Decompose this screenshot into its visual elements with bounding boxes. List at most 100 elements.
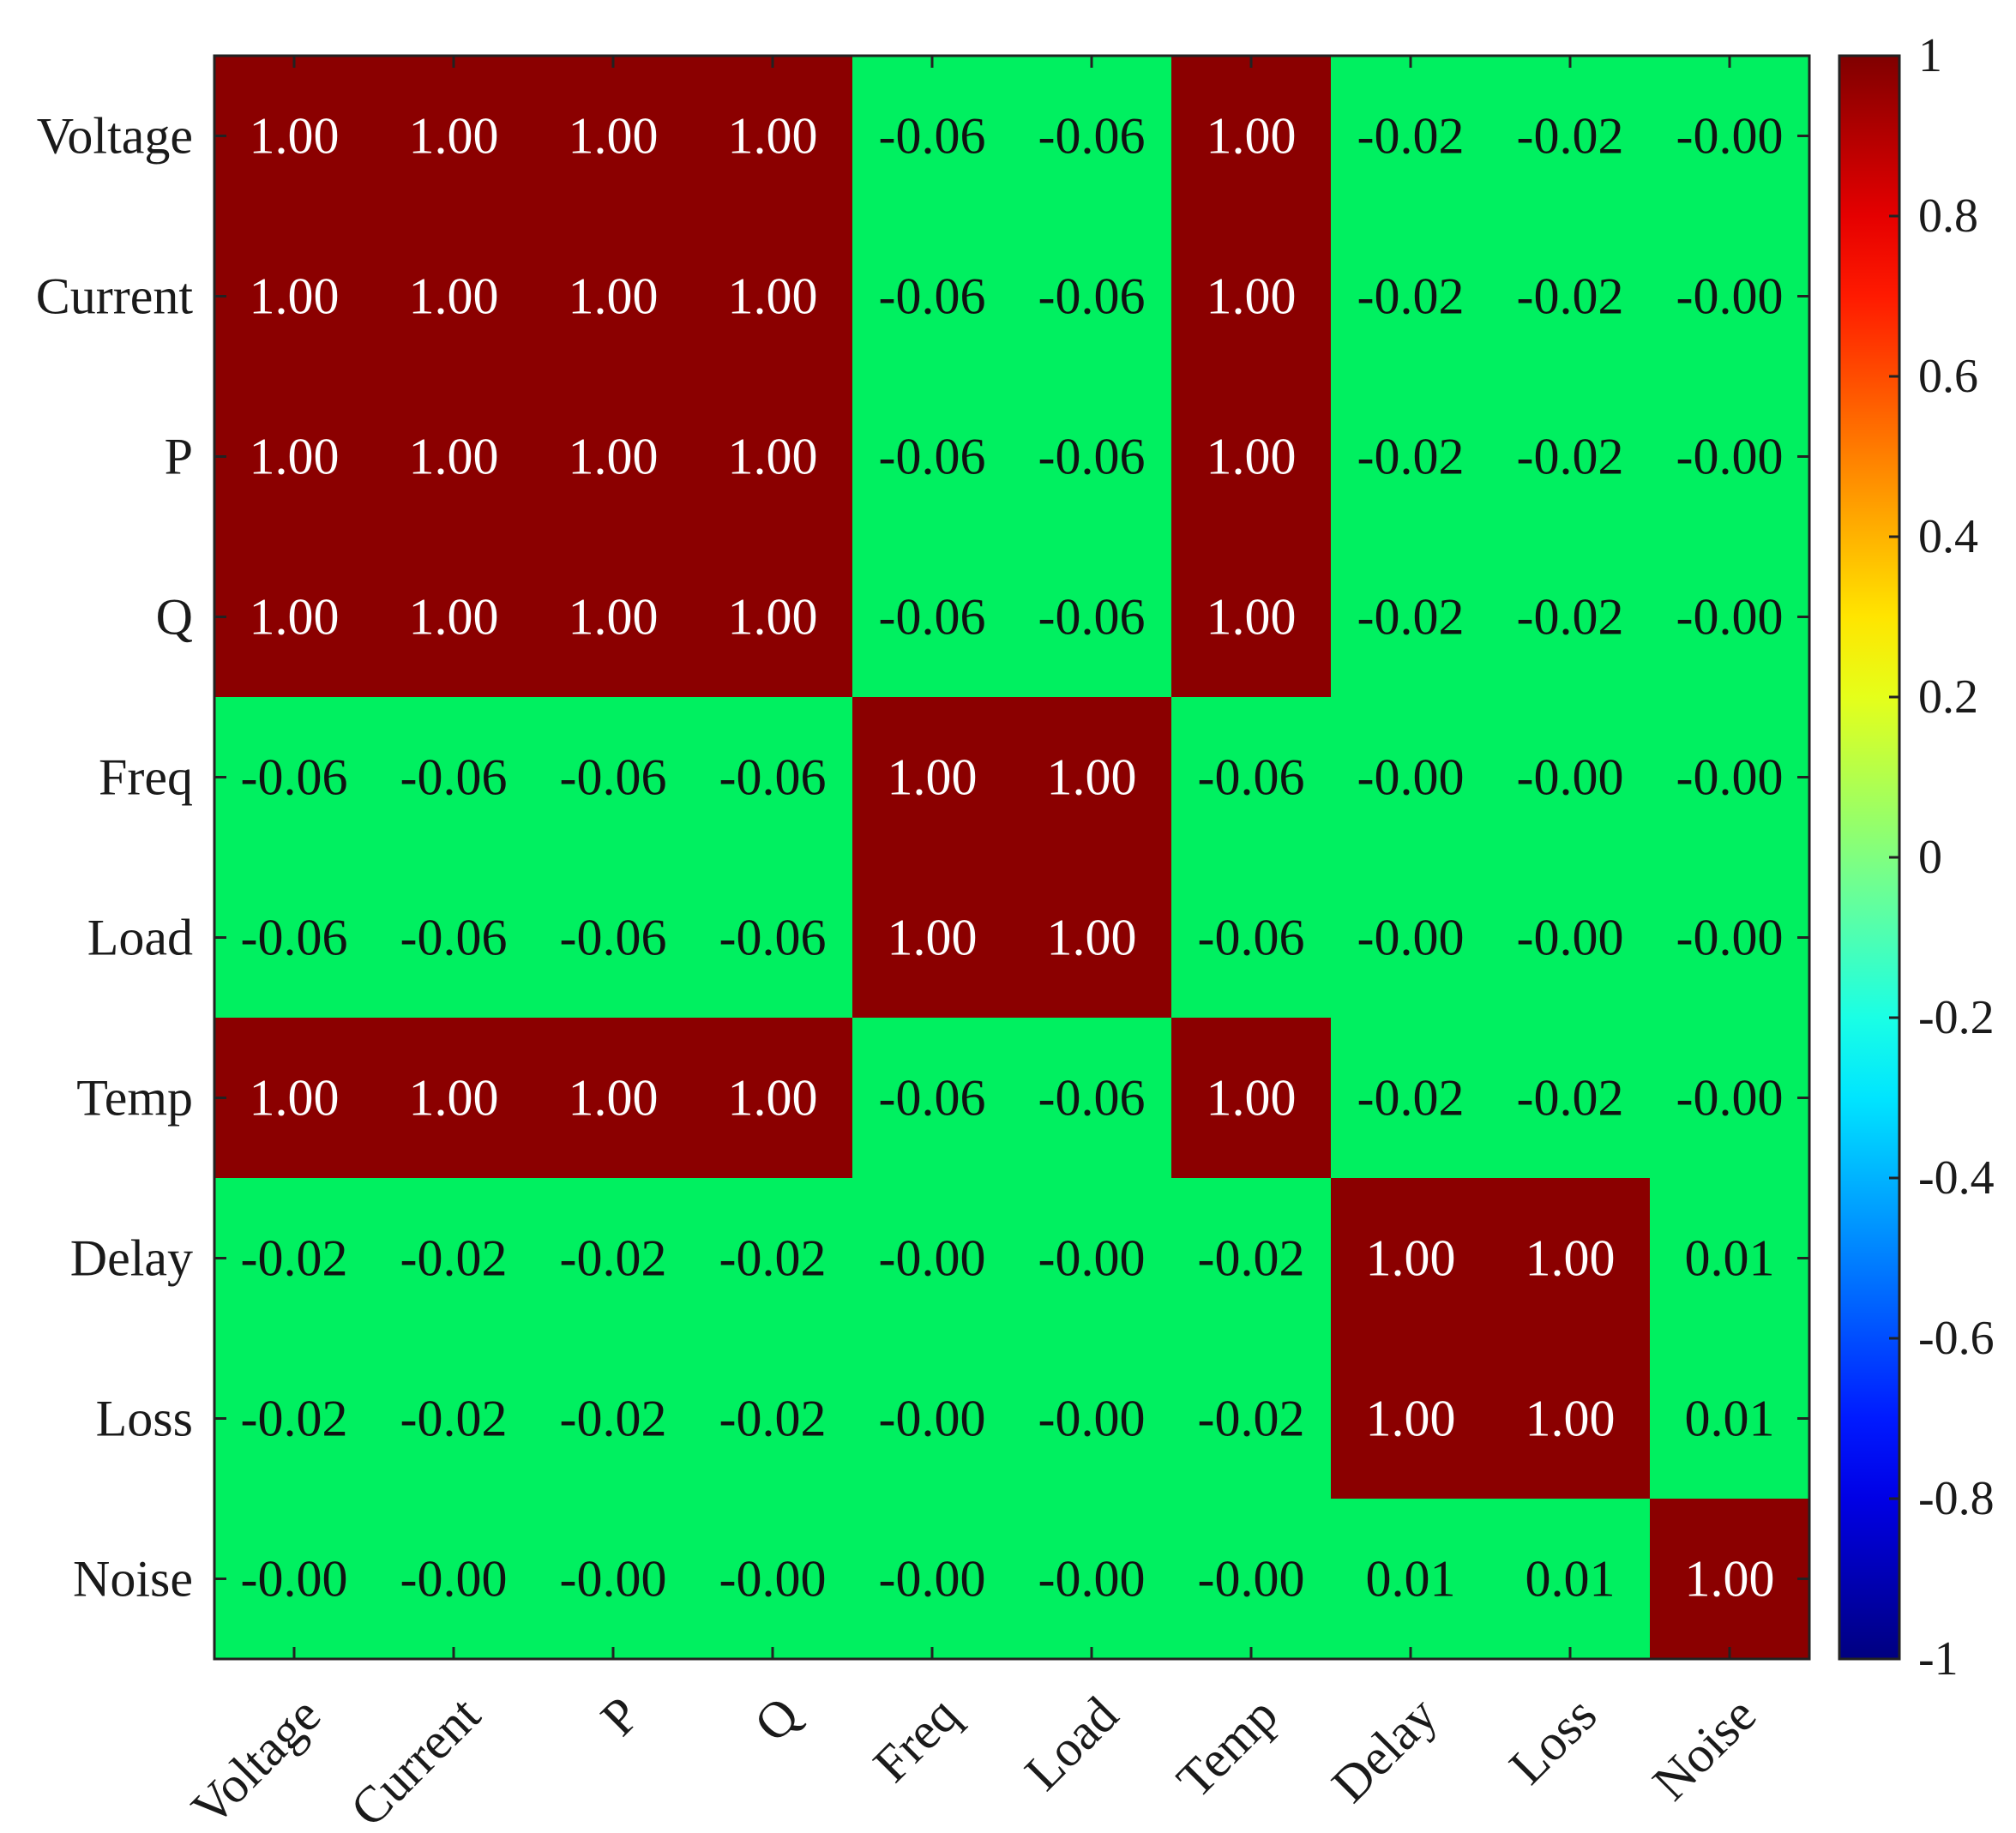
heatmap-cell-r4-c1	[374, 697, 534, 858]
heatmap-cell-label-r4-c7: -0.00	[1357, 749, 1465, 806]
heatmap-cell-label-r3-c3: 1.00	[728, 589, 818, 646]
heatmap-cell-r1-c6	[1171, 216, 1332, 377]
y-tick-label-7: Delay	[70, 1230, 193, 1287]
heatmap-cell-r2-c4	[852, 376, 1013, 538]
heatmap-cell-r0-c5	[1012, 56, 1172, 217]
heatmap-cell-label-r0-c5: -0.06	[1038, 108, 1146, 165]
heatmap-cell-r4-c4	[852, 697, 1013, 858]
heatmap-cell-label-r1-c3: 1.00	[728, 268, 818, 325]
heatmap-cell-r6-c3	[693, 1018, 853, 1179]
heatmap-cell-label-r6-c7: -0.02	[1357, 1070, 1465, 1127]
heatmap-cell-label-r8-c9: 0.01	[1685, 1391, 1775, 1447]
heatmap-cell-label-r9-c2: -0.00	[560, 1551, 667, 1608]
heatmap-cell-r1-c8	[1490, 216, 1651, 377]
heatmap-cell-r3-c8	[1490, 537, 1651, 698]
heatmap-cell-label-r4-c2: -0.06	[560, 749, 667, 806]
y-tick-label-0: Voltage	[37, 108, 193, 165]
colorbar-tick-label-6: -0.2	[1918, 991, 1995, 1044]
heatmap-cell-r3-c7	[1331, 537, 1491, 698]
colorbar-tick-label-10: -1	[1918, 1632, 1959, 1686]
heatmap-cell-r1-c4	[852, 216, 1013, 377]
heatmap-cell-r2-c1	[374, 376, 534, 538]
heatmap-cell-label-r0-c9: -0.00	[1676, 108, 1784, 165]
x-tick-label-6: Temp	[1166, 1686, 1289, 1809]
heatmap-cell-label-r2-c6: 1.00	[1207, 429, 1297, 485]
heatmap-cell-label-r8-c2: -0.02	[560, 1391, 667, 1447]
heatmap-cell-r2-c3	[693, 376, 853, 538]
heatmap-cell-r8-c2	[533, 1338, 694, 1499]
heatmap-cell-r2-c2	[533, 376, 694, 538]
heatmap-cell-label-r8-c4: -0.00	[879, 1391, 986, 1447]
heatmap-cell-r5-c1	[374, 857, 534, 1019]
heatmap-cell-r2-c6	[1171, 376, 1332, 538]
heatmap-cell-label-r4-c1: -0.06	[400, 749, 508, 806]
colorbar-tick-label-2: 0.6	[1918, 350, 1978, 403]
heatmap-cell-r6-c7	[1331, 1018, 1491, 1179]
heatmap-cell-label-r3-c5: -0.06	[1038, 589, 1146, 646]
heatmap-cell-label-r7-c6: -0.02	[1198, 1230, 1305, 1287]
x-tick-label-9: Noise	[1642, 1686, 1767, 1812]
heatmap-cell-label-r7-c3: -0.02	[719, 1230, 827, 1287]
heatmap-cell-r9-c8	[1490, 1499, 1651, 1660]
colorbar-tick-label-4: 0.2	[1918, 670, 1978, 724]
heatmap-cell-r1-c7	[1331, 216, 1491, 377]
heatmap-cell-r8-c9	[1650, 1338, 1810, 1499]
heatmap-cell-r1-c9	[1650, 216, 1810, 377]
heatmap-cell-r7-c6	[1171, 1178, 1332, 1339]
heatmap-cell-r0-c7	[1331, 56, 1491, 217]
heatmap-cell-label-r6-c0: 1.00	[250, 1070, 340, 1127]
heatmap-cell-label-r6-c2: 1.00	[569, 1070, 659, 1127]
heatmap-cell-label-r7-c7: 1.00	[1366, 1230, 1456, 1287]
heatmap-cell-r3-c5	[1012, 537, 1172, 698]
heatmap-cell-r9-c3	[693, 1499, 853, 1660]
heatmap-cell-r6-c9	[1650, 1018, 1810, 1179]
heatmap-cell-r5-c6	[1171, 857, 1332, 1019]
heatmap-cell-label-r8-c5: -0.00	[1038, 1391, 1146, 1447]
colorbar-tick-label-5: 0	[1918, 831, 1942, 884]
heatmap-cell-label-r5-c4: 1.00	[888, 910, 978, 966]
heatmap-cell-r3-c4	[852, 537, 1013, 698]
heatmap-cell-r0-c4	[852, 56, 1013, 217]
colorbar: 1 0.8 0.6 0.4 0.2 0 -0.2 -0.4 -0.6 -0.8 -1	[1838, 29, 1995, 1686]
heatmap-cell-r1-c3	[693, 216, 853, 377]
x-tick-label-3: Q	[743, 1686, 809, 1752]
heatmap-cell-r5-c7	[1331, 857, 1491, 1019]
heatmap-cell-r2-c8	[1490, 376, 1651, 538]
heatmap-cell-label-r8-c8: 1.00	[1526, 1391, 1616, 1447]
heatmap-cell-label-r6-c8: -0.02	[1517, 1070, 1624, 1127]
y-tick-label-2: P	[165, 429, 193, 485]
heatmap-cell-label-r4-c5: 1.00	[1047, 749, 1137, 806]
heatmap-cell-r0-c9	[1650, 56, 1810, 217]
heatmap-cell-r6-c4	[852, 1018, 1013, 1179]
heatmap-cell-r4-c0	[214, 697, 375, 858]
heatmap-cell-r1-c0	[214, 216, 375, 377]
heatmap-cell-label-r8-c0: -0.02	[241, 1391, 348, 1447]
heatmap-cell-r8-c7	[1331, 1338, 1491, 1499]
heatmap-cell-label-r3-c9: -0.00	[1676, 589, 1784, 646]
heatmap-cell-label-r2-c0: 1.00	[250, 429, 340, 485]
heatmap-cell-label-r1-c0: 1.00	[250, 268, 340, 325]
colorbar-tick-label-0: 1	[1918, 29, 1942, 82]
heatmap-cell-r1-c1	[374, 216, 534, 377]
colorbar-tick-label-1: 0.8	[1918, 189, 1978, 243]
heatmap-cell-label-r9-c7: 0.01	[1366, 1551, 1456, 1608]
heatmap-cell-label-r9-c4: -0.00	[879, 1551, 986, 1608]
heatmap-cell-r5-c2	[533, 857, 694, 1019]
x-tick-label-1: Current	[340, 1686, 491, 1833]
heatmap-cell-labels: 1.00 1.00 1.00 1.00 -0.06 -0.06 1.00 -0.02 -0.02…	[241, 108, 1784, 1608]
heatmap-cell-label-r5-c6: -0.06	[1198, 910, 1305, 966]
heatmap-cell-r9-c4	[852, 1499, 1013, 1660]
heatmap-cell-r9-c5	[1012, 1499, 1172, 1660]
heatmap-cell-label-r2-c1: 1.00	[409, 429, 499, 485]
heatmap-cell-r4-c6	[1171, 697, 1332, 858]
heatmap-cell-r4-c5	[1012, 697, 1172, 858]
heatmap-cell-label-r6-c6: 1.00	[1207, 1070, 1297, 1127]
heatmap-cell-r6-c0	[214, 1018, 375, 1179]
heatmap-cell-label-r9-c6: -0.00	[1198, 1551, 1305, 1608]
heatmap-cell-r0-c0	[214, 56, 375, 217]
heatmap-cell-label-r1-c8: -0.02	[1517, 268, 1624, 325]
colorbar-ticks	[1889, 54, 1899, 1661]
y-tick-label-9: Noise	[73, 1551, 193, 1608]
heatmap-cell-label-r3-c6: 1.00	[1207, 589, 1297, 646]
heatmap-cell-r6-c6	[1171, 1018, 1332, 1179]
